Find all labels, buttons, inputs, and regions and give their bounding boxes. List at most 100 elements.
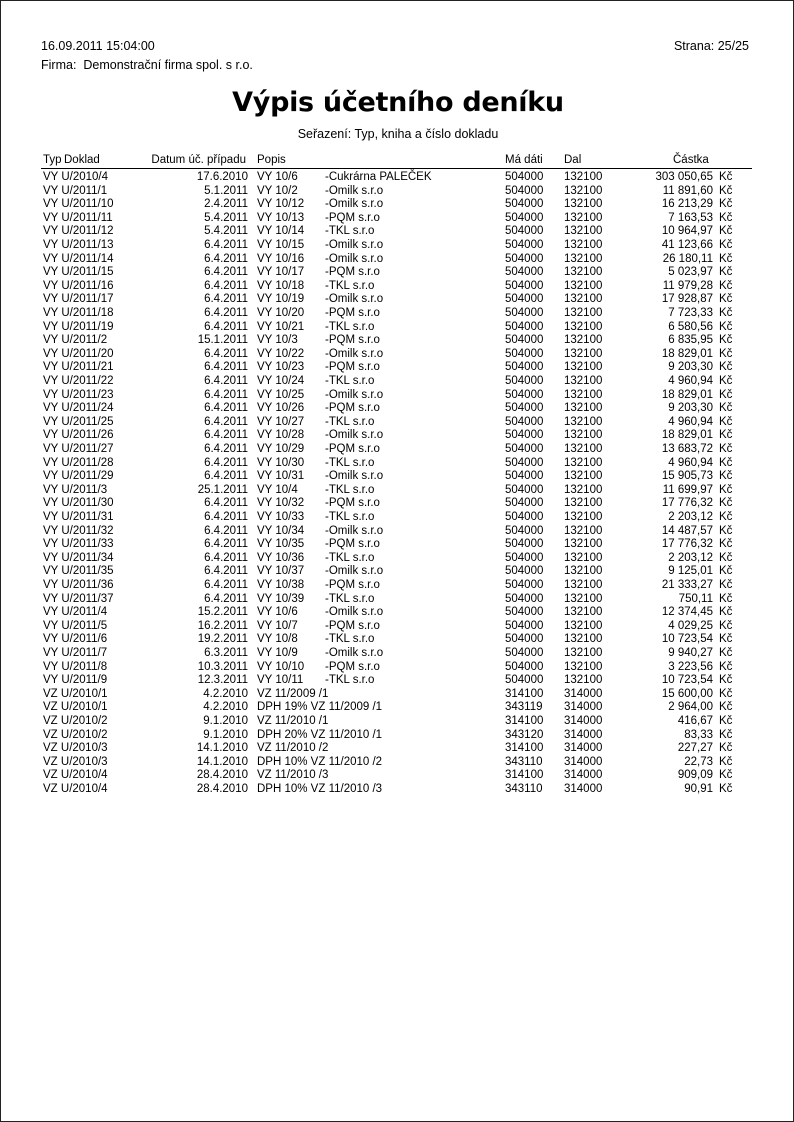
table-row: VY U/2011/22 6.4.2011 VY 10/24 -TKL s.r.o 5… xyxy=(1,375,794,389)
cell-datum: 6.4.2011 xyxy=(204,402,248,415)
cell-popis: VY 10/23 xyxy=(257,361,305,374)
cell-partner: -Omilk s.r.o xyxy=(325,565,384,578)
cell-dal: 132100 xyxy=(564,334,603,347)
cell-partner: -PQM s.r.o xyxy=(325,402,380,415)
cell-popis: DPH 10% VZ 11/2010 /3 xyxy=(257,783,383,795)
cell-partner: -Omilk s.r.o xyxy=(325,388,384,401)
cell-datum: 25.1.2011 xyxy=(197,483,248,496)
cell-mena: Kč xyxy=(719,198,733,211)
cell-partner: -TKL s.r.o xyxy=(325,674,375,687)
table-row: VZ U/2010/3 14.1.2010 DPH 10% VZ 11/2010 /… xyxy=(1,756,794,770)
cell-mena: Kč xyxy=(719,402,733,415)
cell-popis: VZ 11/2010 /3 xyxy=(257,769,329,782)
cell-castka: 18 829,01 xyxy=(661,388,713,401)
cell-ma-dati: 314100 xyxy=(505,769,544,782)
cell-dal: 132100 xyxy=(564,511,603,523)
cell-doklad: VY U/2011/32 xyxy=(43,524,114,537)
cell-dal: 132100 xyxy=(564,674,603,687)
cell-ma-dati: 343119 xyxy=(505,701,543,714)
cell-doklad: VY U/2011/8 xyxy=(43,660,108,673)
cell-partner: -Omilk s.r.o xyxy=(325,524,384,537)
cell-partner: -TKL s.r.o xyxy=(325,551,375,564)
cell-popis: VY 10/15 xyxy=(257,239,305,251)
cell-castka: 83,33 xyxy=(684,728,713,741)
cell-mena: Kč xyxy=(719,687,733,700)
cell-doklad: VY U/2011/14 xyxy=(43,252,114,265)
cell-popis: VY 10/37 xyxy=(257,565,305,578)
cell-datum: 2.4.2011 xyxy=(204,198,248,211)
cell-datum: 6.4.2011 xyxy=(204,252,248,265)
cell-castka: 303 050,65 xyxy=(655,171,713,183)
cell-ma-dati: 504000 xyxy=(505,633,544,646)
cell-ma-dati: 504000 xyxy=(505,443,544,455)
cell-ma-dati: 504000 xyxy=(505,619,544,632)
cell-partner: -PQM s.r.o xyxy=(325,443,380,455)
cell-mena: Kč xyxy=(719,443,733,455)
cell-partner: -PQM s.r.o xyxy=(325,619,380,632)
cell-doklad: VY U/2011/27 xyxy=(43,443,114,455)
table-row: VY U/2011/23 6.4.2011 VY 10/25 -Omilk s.r.… xyxy=(1,389,794,403)
cell-mena: Kč xyxy=(719,633,733,646)
cell-mena: Kč xyxy=(719,524,733,537)
cell-mena: Kč xyxy=(719,565,733,578)
cell-doklad: VY U/2011/37 xyxy=(43,592,114,605)
cell-ma-dati: 504000 xyxy=(505,592,544,605)
cell-datum: 5.4.2011 xyxy=(204,225,248,238)
cell-castka: 16 213,29 xyxy=(661,198,713,211)
cell-popis: VY 10/39 xyxy=(257,592,305,605)
cell-datum: 6.4.2011 xyxy=(204,239,248,251)
cell-partner: -PQM s.r.o xyxy=(325,307,380,319)
cell-doklad: VY U/2011/5 xyxy=(43,619,108,632)
cell-popis: VY 10/6 xyxy=(257,171,298,183)
cell-dal: 132100 xyxy=(564,361,603,374)
cell-mena: Kč xyxy=(719,293,733,306)
cell-doklad: VY U/2011/7 xyxy=(43,647,108,659)
cell-datum: 6.4.2011 xyxy=(204,307,248,319)
cell-datum: 6.4.2011 xyxy=(204,551,248,564)
table-row: VY U/2011/27 6.4.2011 VY 10/29 -PQM s.r.o 5… xyxy=(1,443,794,457)
cell-dal: 132100 xyxy=(564,633,603,646)
cell-dal: 132100 xyxy=(564,293,603,306)
cell-partner: -Omilk s.r.o xyxy=(325,647,384,659)
cell-partner: -TKL s.r.o xyxy=(325,279,375,292)
cell-dal: 132100 xyxy=(564,524,603,537)
cell-ma-dati: 504000 xyxy=(505,579,544,591)
cell-doklad: VY U/2011/31 xyxy=(43,511,114,523)
cell-datum: 6.4.2011 xyxy=(204,293,248,306)
cell-doklad: VY U/2011/9 xyxy=(43,674,108,687)
cell-partner: -TKL s.r.o xyxy=(325,483,375,496)
cell-doklad: VY U/2011/10 xyxy=(43,198,114,211)
cell-dal: 132100 xyxy=(564,456,603,469)
cell-mena: Kč xyxy=(719,334,733,347)
cell-dal: 132100 xyxy=(564,320,603,333)
cell-popis: VY 10/24 xyxy=(257,375,305,387)
cell-dal: 314000 xyxy=(564,783,603,795)
table-row: VY U/2011/11 5.4.2011 VY 10/13 -PQM s.r.o 5… xyxy=(1,212,794,226)
cell-ma-dati: 504000 xyxy=(505,334,544,347)
cell-dal: 132100 xyxy=(564,606,603,619)
table-row: VY U/2011/1 5.1.2011 VY 10/2 -Omilk s.r.o 50… xyxy=(1,185,794,199)
cell-dal: 132100 xyxy=(564,551,603,564)
cell-dal: 132100 xyxy=(564,483,603,496)
cell-datum: 6.4.2011 xyxy=(204,579,248,591)
table-row: VZ U/2010/1 4.2.2010 DPH 19% VZ 11/2009 /1… xyxy=(1,701,794,715)
cell-partner: -PQM s.r.o xyxy=(325,361,380,374)
cell-doklad: VY U/2011/3 xyxy=(43,483,108,496)
cell-doklad: VY U/2011/28 xyxy=(43,456,114,469)
cell-datum: 6.4.2011 xyxy=(204,279,248,292)
cell-ma-dati: 504000 xyxy=(505,647,544,659)
cell-ma-dati: 504000 xyxy=(505,252,544,265)
cell-mena: Kč xyxy=(719,266,733,279)
cell-popis: VZ 11/2009 /1 xyxy=(257,687,329,700)
cell-doklad: VY U/2011/34 xyxy=(43,551,114,564)
cell-mena: Kč xyxy=(719,320,733,333)
cell-popis: VY 10/25 xyxy=(257,388,305,401)
cell-partner: -TKL s.r.o xyxy=(325,511,375,523)
table-row: VY U/2011/26 6.4.2011 VY 10/28 -Omilk s.r.… xyxy=(1,429,794,443)
cell-mena: Kč xyxy=(719,252,733,265)
cell-dal: 132100 xyxy=(564,211,603,224)
cell-dal: 132100 xyxy=(564,184,603,197)
cell-popis: VY 10/34 xyxy=(257,524,305,537)
cell-popis: VY 10/4 xyxy=(257,483,298,496)
cell-doklad: VY U/2011/13 xyxy=(43,239,114,251)
